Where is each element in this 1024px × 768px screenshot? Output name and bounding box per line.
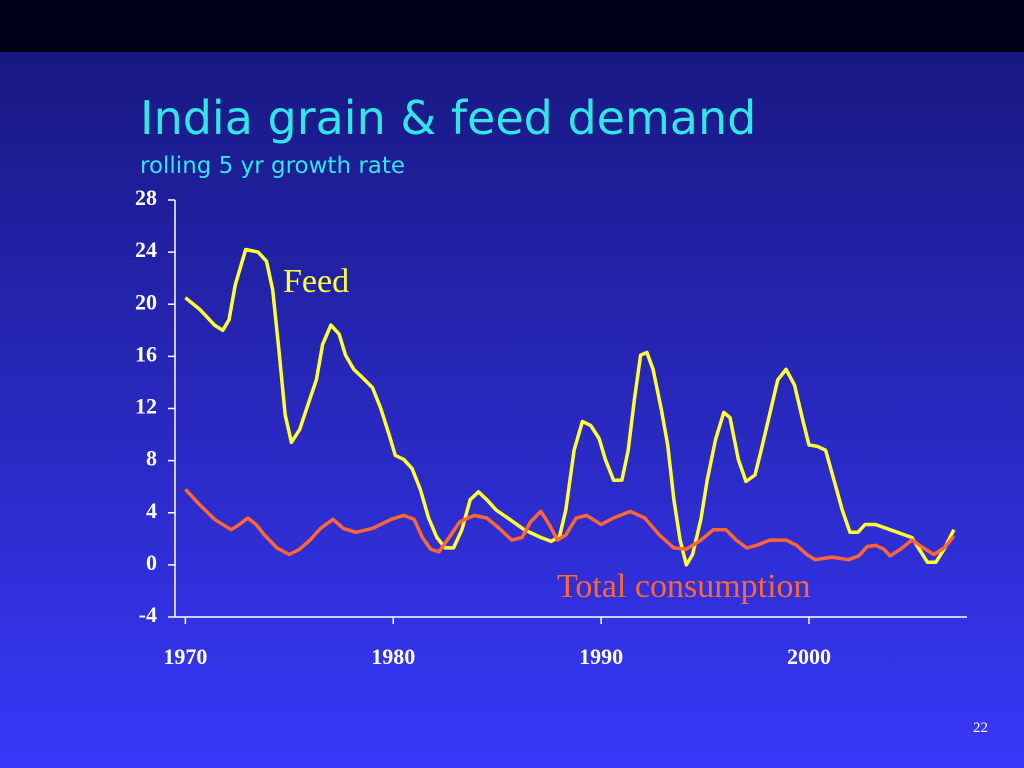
y-tick-label: -4 — [139, 602, 157, 627]
series-label: Feed — [283, 263, 349, 300]
top-band — [0, 0, 1024, 52]
x-tick-label: 1970 — [163, 644, 207, 669]
y-tick-label: 16 — [135, 341, 157, 366]
y-tick-label: 24 — [135, 237, 157, 262]
y-tick-label: 0 — [146, 550, 157, 575]
chart-title: India grain & feed demand — [140, 91, 756, 145]
page-number: 22 — [973, 720, 988, 736]
x-tick-label: 1990 — [579, 644, 623, 669]
y-tick-label: 4 — [146, 498, 157, 523]
y-tick-label: 20 — [135, 289, 157, 314]
x-tick-label: 2000 — [787, 644, 831, 669]
y-tick-label: 28 — [135, 185, 157, 210]
chart-subtitle: rolling 5 yr growth rate — [140, 153, 405, 179]
series-line — [184, 247, 956, 567]
y-tick-label: 8 — [146, 446, 157, 471]
y-tick-label: 12 — [135, 394, 157, 419]
series-label: Total consumption — [557, 568, 811, 605]
series-line — [184, 488, 956, 562]
x-tick-label: 1980 — [371, 644, 415, 669]
